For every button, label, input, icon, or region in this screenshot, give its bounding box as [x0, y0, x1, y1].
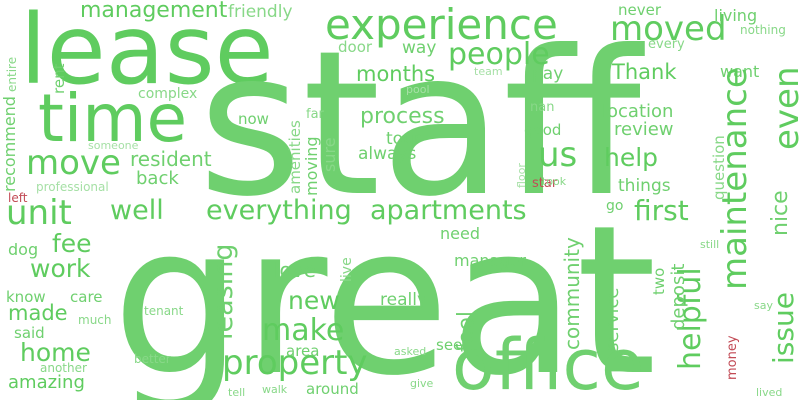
word-better: better — [134, 352, 171, 366]
word-never: never — [618, 1, 662, 19]
word-now: now — [238, 110, 269, 128]
word-work: work — [30, 254, 91, 283]
word-give: give — [410, 377, 434, 390]
word-experience: experience — [325, 0, 558, 49]
word-process: process — [360, 104, 445, 129]
word-amazing: amazing — [8, 372, 85, 393]
word-service: service — [602, 287, 623, 352]
word-back: back — [136, 168, 179, 189]
word-dog: dog — [8, 240, 39, 259]
word-complex: complex — [138, 86, 198, 102]
word-property: property — [222, 343, 368, 383]
word-time: time — [38, 80, 188, 157]
word-always: always — [358, 144, 417, 164]
word-great: great — [112, 181, 657, 400]
word-another: another — [40, 361, 87, 375]
word-deposit: deposit — [668, 263, 689, 330]
word-care: care — [70, 288, 103, 306]
word-community: community — [560, 237, 584, 350]
word-want: want — [720, 62, 760, 81]
word-lease: lease — [20, 0, 274, 106]
word-team: team — [474, 65, 503, 78]
word-tell: tell — [228, 386, 246, 399]
word-living: living — [714, 6, 758, 25]
word-pool: pool — [406, 83, 430, 96]
word-much: much — [78, 313, 112, 327]
word-really: really — [380, 290, 427, 310]
word-first: first — [634, 194, 689, 227]
word-walk: walk — [262, 383, 288, 396]
word-still: still — [700, 238, 720, 251]
word-manager: manager — [454, 251, 526, 270]
word-pay: pay — [532, 64, 564, 84]
word-well: well — [110, 195, 164, 226]
word-made: made — [8, 301, 68, 325]
word-review: review — [614, 119, 674, 140]
word-fee: fee — [52, 229, 92, 258]
word-question: question — [710, 135, 728, 200]
word-issue: issue — [767, 292, 800, 364]
word-way: way — [402, 38, 437, 58]
word-everything: everything — [206, 195, 352, 226]
word-tenant: tenant — [144, 304, 184, 318]
word-left: left — [8, 191, 28, 205]
word-amenities: amenities — [286, 120, 304, 194]
word-months: months — [356, 62, 436, 86]
word-home: home — [20, 338, 91, 367]
word-two: two — [650, 267, 668, 295]
word-live: live — [339, 257, 355, 282]
word-asked: asked — [394, 345, 427, 358]
word-location: location — [602, 101, 674, 122]
word-floor: floor — [515, 163, 528, 188]
word-nan: nan — [530, 100, 555, 115]
word-know: know — [6, 288, 46, 306]
word-star: star — [532, 176, 558, 191]
word-professional: professional — [36, 180, 109, 194]
word-need: need — [440, 224, 480, 243]
word-friendly: friendly — [228, 2, 293, 22]
word-tour: tour — [386, 129, 421, 149]
word-leasing: leasing — [208, 243, 239, 340]
word-us: us — [538, 135, 578, 175]
word-people: people — [448, 37, 550, 72]
word-someone: someone — [88, 139, 139, 152]
word-move: move — [26, 143, 121, 183]
word-entire: entire — [5, 56, 19, 92]
word-go: go — [606, 198, 624, 214]
word-thank: Thank — [612, 60, 677, 84]
word-took: took — [542, 175, 567, 188]
word-even: even — [767, 66, 800, 150]
word-moving: moving — [302, 136, 321, 196]
word-every: every — [648, 37, 685, 52]
word-unit: unit — [6, 193, 72, 233]
word-see: see — [436, 336, 463, 354]
word-door: door — [338, 38, 373, 56]
word-staff: staff — [198, 8, 641, 241]
word-far: far — [306, 107, 324, 122]
word-said: said — [14, 324, 45, 342]
word-make: make — [262, 313, 345, 348]
word-nice: nice — [768, 190, 793, 236]
word-nothing: nothing — [740, 23, 786, 37]
word-love: love — [274, 258, 316, 282]
word-management: management — [80, 0, 228, 23]
word-rent: rent — [50, 63, 68, 94]
word-sure: sure — [320, 137, 339, 172]
word-resident: resident — [130, 147, 212, 171]
word-recommend: recommend — [0, 96, 19, 192]
word-apartments: apartments — [370, 195, 527, 226]
word-around: around — [306, 380, 359, 398]
word-things: things — [618, 176, 671, 196]
word-say: say — [754, 299, 773, 312]
word-new: new — [288, 286, 340, 315]
word-area: area — [286, 342, 320, 360]
word-moved: moved — [610, 9, 727, 49]
word-lived: lived — [756, 386, 783, 399]
word-help: help — [604, 143, 659, 172]
word-office: office — [452, 324, 645, 400]
word-money: money — [725, 335, 740, 380]
word-good: good — [524, 121, 562, 139]
